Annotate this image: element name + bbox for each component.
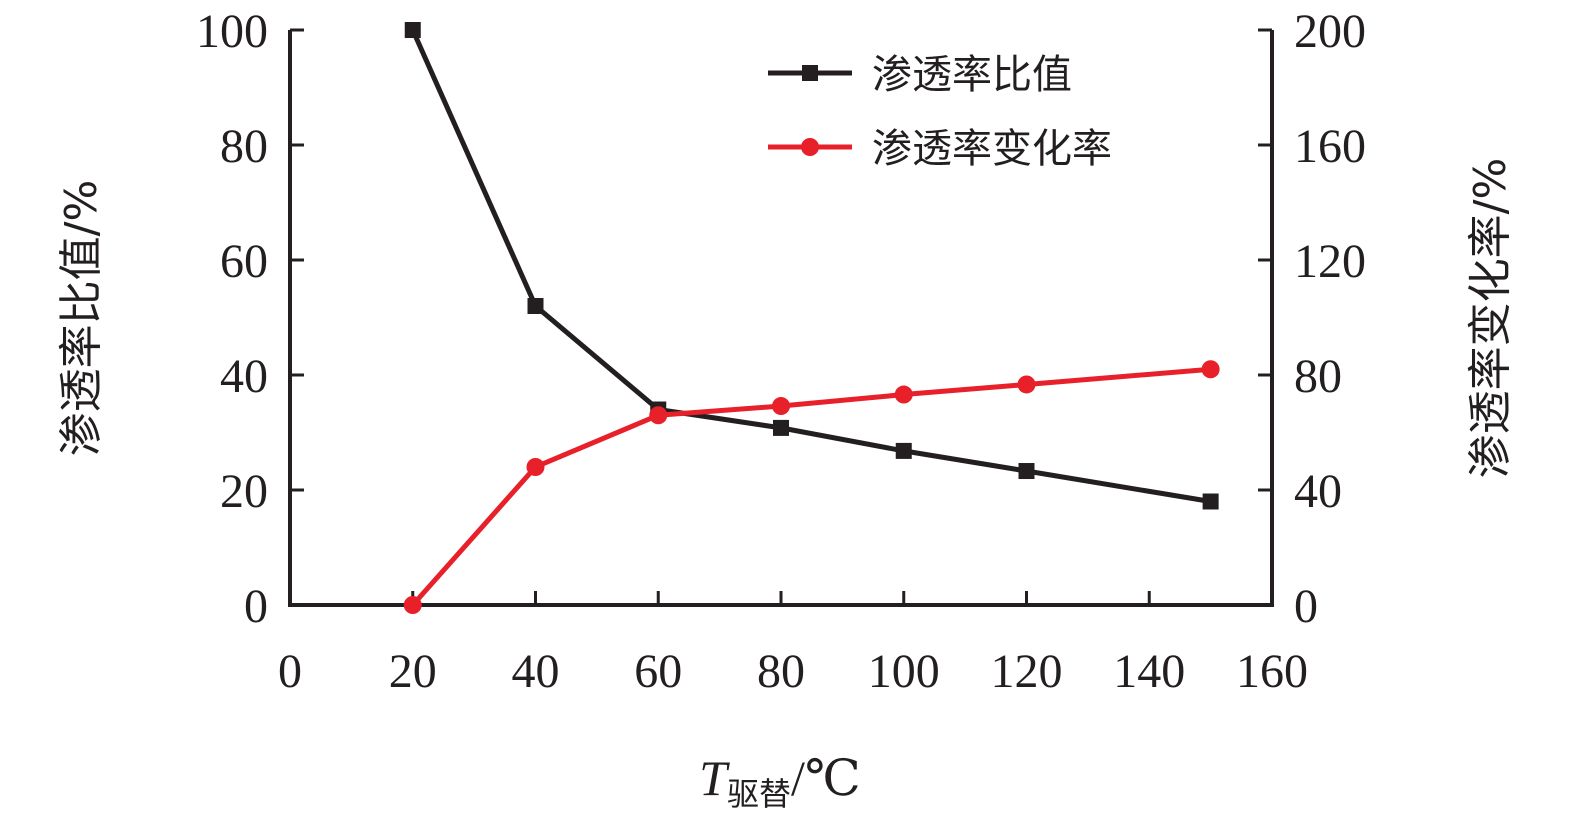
series-1-point-120 (1017, 375, 1036, 394)
y-left-axis-title: 渗透率比值/% (56, 180, 107, 457)
legend-label-permeability-change-rate: 渗透率变化率 (872, 126, 1112, 172)
legend-marker-permeability-ratio (802, 65, 818, 81)
series-line-0 (410, 28, 1212, 504)
legend: 渗透率比值 渗透率变化率 (768, 52, 1112, 172)
series-1-point-20 (403, 596, 422, 614)
y-left-tick-label-100: 100 (196, 5, 268, 58)
y-right-tick-label-120: 120 (1294, 235, 1366, 288)
y-left-tick-label-40: 40 (220, 350, 268, 403)
legend-marker-permeability-change-rate (801, 138, 819, 156)
legend-item-permeability-ratio: 渗透率比值 (768, 52, 1072, 98)
series-1-point-150 (1201, 360, 1220, 379)
x-tick-label-60: 60 (634, 645, 682, 698)
y-right-axis-title: 渗透率变化率/% (1465, 158, 1516, 479)
y-right-tick-label-200: 200 (1294, 5, 1366, 58)
y-right-tick-label-80: 80 (1294, 350, 1342, 403)
series-line-1 (410, 366, 1211, 607)
x-axis-title-unit: /℃ (791, 750, 861, 806)
x-tick-label-100: 100 (868, 645, 940, 698)
y-right-tick-label-0: 0 (1294, 580, 1318, 633)
series-1-point-100 (894, 385, 913, 404)
series-1-point-80 (772, 397, 790, 416)
series-0-point-20 (404, 22, 421, 38)
x-tick-label-40: 40 (512, 645, 560, 698)
y-left-tick-label-0: 0 (244, 580, 268, 633)
series-0-point-40 (527, 298, 544, 314)
x-axis-title-main: T (699, 750, 730, 806)
series-1-point-40 (526, 458, 545, 476)
x-tick-label-120: 120 (991, 645, 1063, 698)
y-right-tick-label-40: 40 (1294, 465, 1342, 518)
legend-item-permeability-change-rate: 渗透率变化率 (768, 126, 1112, 172)
y-left-tick-label-20: 20 (220, 465, 268, 518)
x-tick-label-0: 0 (278, 645, 302, 698)
y-right-tick-label-160: 160 (1294, 120, 1366, 173)
y-left-tick-label-80: 80 (220, 120, 268, 173)
x-tick-label-20: 20 (389, 645, 437, 698)
series-0-point-80 (773, 419, 789, 436)
series-0-point-100 (895, 442, 912, 459)
series-0-point-120 (1018, 463, 1035, 480)
series-1-point-60 (649, 406, 668, 425)
series-layer (403, 22, 1220, 614)
axes: 0 20 40 60 80 100 120 140 160 0 20 40 60 80 100 0 40 80 12… (196, 5, 1366, 698)
x-tick-label-160: 160 (1236, 645, 1308, 698)
legend-label-permeability-ratio: 渗透率比值 (872, 52, 1072, 98)
x-axis-title-subscript: 驱替 (727, 775, 791, 813)
series-0-point-150 (1202, 493, 1219, 510)
x-tick-label-140: 140 (1113, 645, 1185, 698)
x-axis-title: T驱替/℃ (699, 750, 861, 813)
y-left-tick-label-60: 60 (220, 235, 268, 288)
x-tick-label-80: 80 (757, 645, 805, 698)
